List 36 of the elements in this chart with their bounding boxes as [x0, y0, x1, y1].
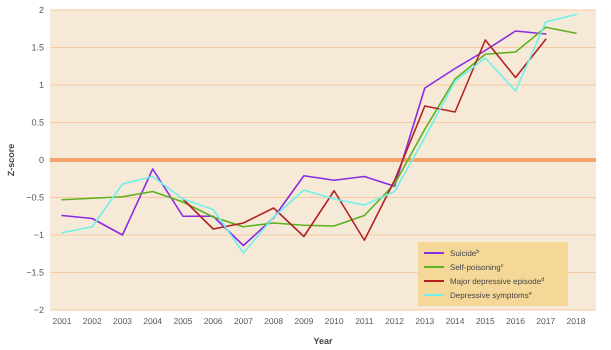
x-tick-label: 2004 — [143, 316, 162, 326]
x-tick-label: 2003 — [113, 316, 132, 326]
line-series — [61, 26, 577, 228]
legend-label: Depressive symptoms$^{e}$ — [450, 290, 532, 300]
x-tick-label: 2002 — [82, 316, 102, 326]
y-tick-label: 1 — [38, 80, 44, 90]
x-tick-label: 2017 — [536, 316, 556, 326]
y-tick-label: 2 — [38, 5, 44, 16]
y-tick-label: −2 — [34, 305, 44, 316]
x-tick-label: 2009 — [294, 316, 314, 326]
line-series — [61, 30, 547, 246]
y-tick-label: 0 — [38, 155, 44, 166]
y-axis-title: Z-score — [6, 144, 16, 176]
line-series — [182, 38, 547, 242]
x-tick-label: 2007 — [234, 316, 254, 326]
x-tick-label: 2014 — [446, 316, 465, 326]
x-tick-label: 2008 — [264, 316, 284, 326]
x-tick-label: 2005 — [173, 316, 193, 326]
x-tick-label: 2016 — [506, 316, 526, 326]
x-axis-title: Year — [313, 336, 333, 346]
legend-label: Major depressive episode$^{d}$ — [450, 276, 544, 286]
x-tick-label: 2018 — [566, 316, 586, 326]
y-tick-label: −0.5 — [26, 192, 44, 203]
x-tick-label: 2011 — [355, 316, 374, 326]
y-tick-label: −1 — [34, 230, 44, 240]
x-tick-label: 2012 — [385, 316, 404, 326]
y-tick-label: −1.5 — [26, 268, 44, 278]
x-tick-label: 2010 — [324, 316, 344, 326]
legend-label: Suicide$^{b}$ — [450, 248, 480, 258]
x-tick-label: 2015 — [476, 316, 496, 326]
legend-label: Self-poisoning$^{c}$ — [450, 262, 504, 272]
y-tick-label: 1.5 — [31, 42, 44, 53]
y-tick-label: 0.5 — [31, 118, 44, 128]
x-tick-label: 2006 — [204, 316, 223, 326]
x-tick-label: 2013 — [415, 316, 435, 326]
x-tick-label: 2001 — [52, 316, 72, 326]
